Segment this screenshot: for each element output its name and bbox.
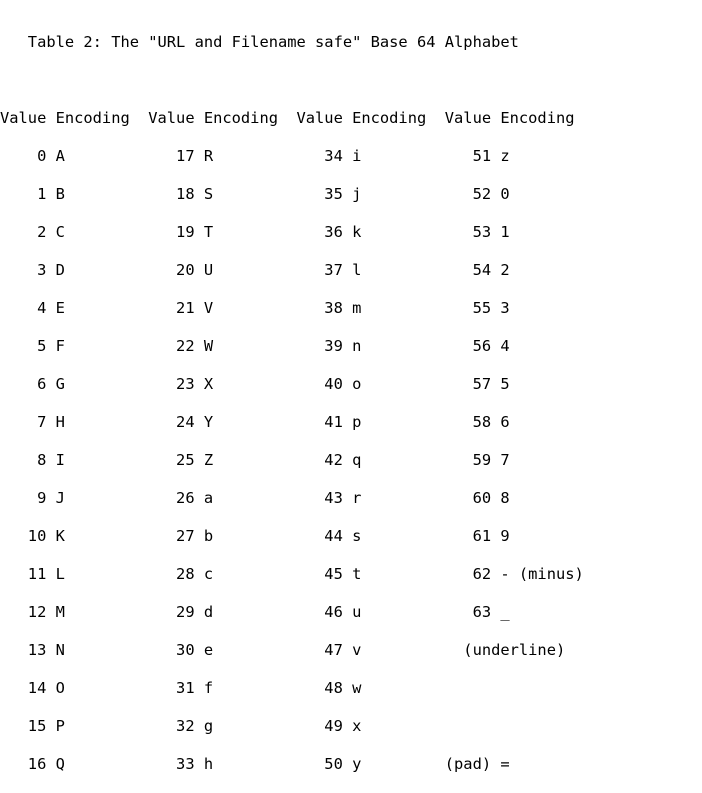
table-row: 13 N 30 e 47 v (underline) (0, 641, 566, 659)
table-row: 0 A 17 R 34 i 51 z (0, 147, 510, 165)
table-row: 14 O 31 f 48 w (0, 679, 362, 697)
table-title: Table 2: The "URL and Filename safe" Bas… (0, 33, 519, 51)
table-row: 7 H 24 Y 41 p 58 6 (0, 413, 510, 431)
table-row: 6 G 23 X 40 o 57 5 (0, 375, 510, 393)
table-row: 15 P 32 g 49 x (0, 717, 362, 735)
table-row: 10 K 27 b 44 s 61 9 (0, 527, 510, 545)
blank-line (0, 71, 702, 90)
table-row: 11 L 28 c 45 t 62 - (minus) (0, 565, 584, 583)
table-row: 2 C 19 T 36 k 53 1 (0, 223, 510, 241)
table-row: 12 M 29 d 46 u 63 _ (0, 603, 510, 621)
rfc-document: Table 2: The "URL and Filename safe" Bas… (0, 14, 702, 793)
table-row: 5 F 22 W 39 n 56 4 (0, 337, 510, 355)
table-row: 16 Q 33 h 50 y (pad) = (0, 755, 510, 773)
table-row: 1 B 18 S 35 j 52 0 (0, 185, 510, 203)
table-row: 4 E 21 V 38 m 55 3 (0, 299, 510, 317)
table-row: 8 I 25 Z 42 q 59 7 (0, 451, 510, 469)
table-header: Value Encoding Value Encoding Value Enco… (0, 109, 575, 127)
table-row: 3 D 20 U 37 l 54 2 (0, 261, 510, 279)
table-row: 9 J 26 a 43 r 60 8 (0, 489, 510, 507)
